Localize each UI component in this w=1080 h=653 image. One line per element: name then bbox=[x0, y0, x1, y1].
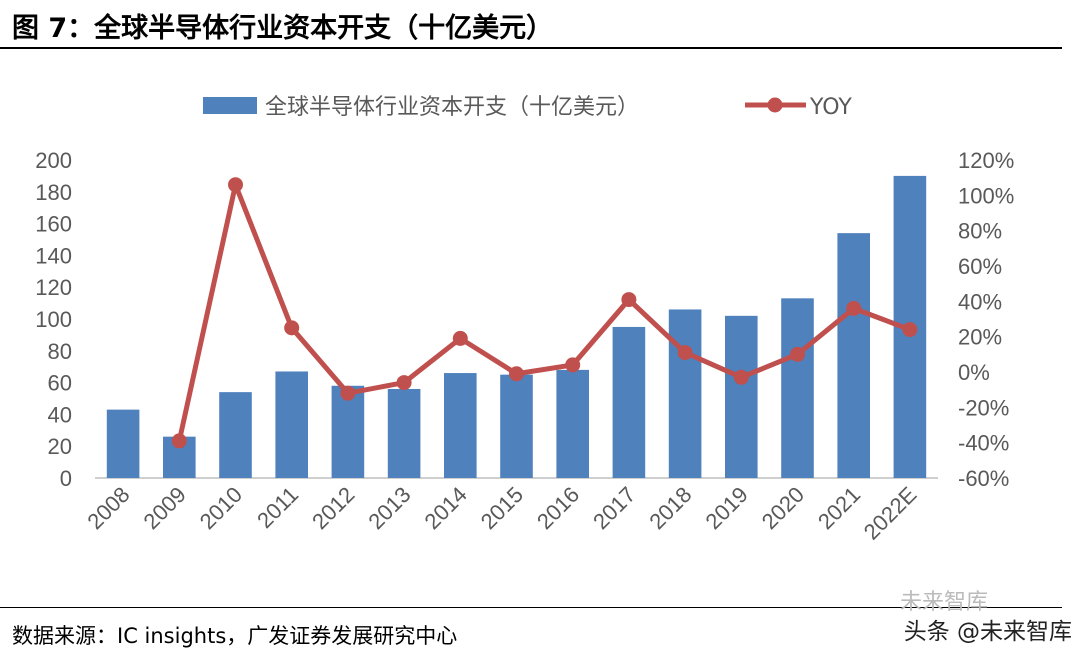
y-left-tick-label: 60 bbox=[48, 371, 72, 396]
y-right-tick-label: -60% bbox=[958, 466, 1009, 491]
x-tick-label: 2018 bbox=[644, 482, 696, 534]
yoy-point bbox=[452, 330, 468, 346]
y-right-tick-label: 80% bbox=[958, 219, 1002, 244]
x-tick-label: 2011 bbox=[252, 482, 303, 533]
y-left-tick-label: 200 bbox=[35, 148, 72, 173]
yoy-point bbox=[396, 375, 412, 391]
yoy-point bbox=[677, 345, 693, 361]
bar bbox=[444, 373, 477, 478]
yoy-point bbox=[733, 369, 749, 385]
y-right-tick-label: 40% bbox=[958, 289, 1002, 314]
x-tick-label: 2008 bbox=[82, 482, 134, 534]
bar bbox=[387, 388, 421, 478]
y-left-tick-label: 180 bbox=[35, 180, 72, 205]
y-left-tick-label: 0 bbox=[60, 466, 72, 491]
bar bbox=[668, 309, 702, 478]
x-tick-label: 2013 bbox=[363, 482, 415, 534]
x-tick-labels: 2008 2009 2010 2011 2012 2013 2014 2015 2016 2017… bbox=[82, 482, 921, 545]
yoy-point bbox=[565, 357, 581, 373]
watermark-faint: 未来智库 bbox=[900, 590, 989, 615]
chart: 全球半导体行业资本开支（十亿美元） YOY 0 20 40 60 80 100 120 140… bbox=[35, 95, 1014, 545]
y-right-tick-label: 20% bbox=[958, 325, 1002, 350]
x-tick-label: 2016 bbox=[532, 482, 584, 534]
x-tick-label: 2017 bbox=[588, 482, 640, 534]
legend-bar-label: 全球半导体行业资本开支（十亿美元） bbox=[265, 95, 639, 120]
bar bbox=[725, 315, 758, 478]
legend-line-label: YOY bbox=[809, 95, 852, 120]
yoy-point bbox=[284, 320, 300, 336]
y-left-tick-label: 160 bbox=[35, 212, 72, 237]
title-rule bbox=[0, 47, 1062, 49]
x-tick-label: 2012 bbox=[307, 482, 359, 534]
yoy-point bbox=[621, 292, 637, 308]
y-left-tick-label: 140 bbox=[35, 243, 72, 268]
y-right-ticks: -60% -40% -20% 0% 20% 40% 60% 80% 100% 120% bbox=[958, 148, 1014, 491]
yoy-point bbox=[340, 385, 356, 401]
y-left-tick-label: 20 bbox=[48, 434, 72, 459]
figure-title: 图 7：全球半导体行业资本开支（十亿美元） bbox=[12, 13, 554, 44]
y-left-tick-label: 40 bbox=[48, 402, 72, 427]
x-tick-label: 2020 bbox=[757, 482, 809, 534]
y-right-tick-label: 100% bbox=[958, 183, 1014, 208]
legend-line-marker bbox=[767, 97, 783, 113]
x-tick-label: 2022E bbox=[859, 482, 922, 545]
y-right-tick-label: 0% bbox=[958, 360, 990, 385]
yoy-point bbox=[790, 346, 805, 362]
y-right-tick-label: -40% bbox=[958, 431, 1009, 456]
bar bbox=[612, 326, 646, 478]
x-tick-label: 2021 bbox=[813, 482, 865, 534]
source-note: 数据来源：IC insights，广发证券发展研究中心 bbox=[12, 624, 458, 648]
yoy-point bbox=[228, 177, 243, 193]
bar-series bbox=[106, 175, 927, 478]
bar bbox=[106, 409, 140, 478]
legend: 全球半导体行业资本开支（十亿美元） YOY bbox=[203, 95, 852, 120]
yoy-point bbox=[171, 433, 187, 449]
x-tick-label: 2009 bbox=[139, 482, 191, 534]
yoy-point bbox=[846, 300, 862, 316]
y-right-tick-label: 60% bbox=[958, 254, 1002, 279]
y-right-tick-label: 120% bbox=[958, 148, 1014, 173]
x-tick-label: 2015 bbox=[476, 482, 528, 534]
y-left-tick-label: 80 bbox=[48, 339, 72, 364]
y-left-ticks: 0 20 40 60 80 100 120 140 160 180 200 bbox=[35, 148, 72, 491]
x-tick-label: 2019 bbox=[701, 482, 753, 534]
bar bbox=[837, 233, 870, 478]
x-tick-label: 2014 bbox=[420, 482, 472, 534]
y-left-tick-label: 120 bbox=[35, 275, 72, 300]
yoy-point bbox=[902, 322, 918, 338]
y-right-tick-label: -20% bbox=[958, 395, 1009, 420]
legend-bar-swatch bbox=[203, 97, 257, 114]
bar bbox=[781, 298, 814, 478]
yoy-line bbox=[176, 182, 911, 442]
yoy-series bbox=[171, 177, 918, 449]
yoy-point bbox=[509, 366, 524, 382]
bar bbox=[275, 371, 308, 478]
bar bbox=[219, 392, 252, 478]
x-tick-label: 2010 bbox=[195, 482, 247, 534]
watermark: 头条 @未来智库 bbox=[903, 619, 1072, 645]
bar bbox=[500, 374, 533, 478]
footer-rule bbox=[0, 607, 1062, 608]
bar bbox=[556, 369, 589, 478]
bar bbox=[331, 385, 365, 478]
y-left-tick-label: 100 bbox=[35, 307, 72, 332]
